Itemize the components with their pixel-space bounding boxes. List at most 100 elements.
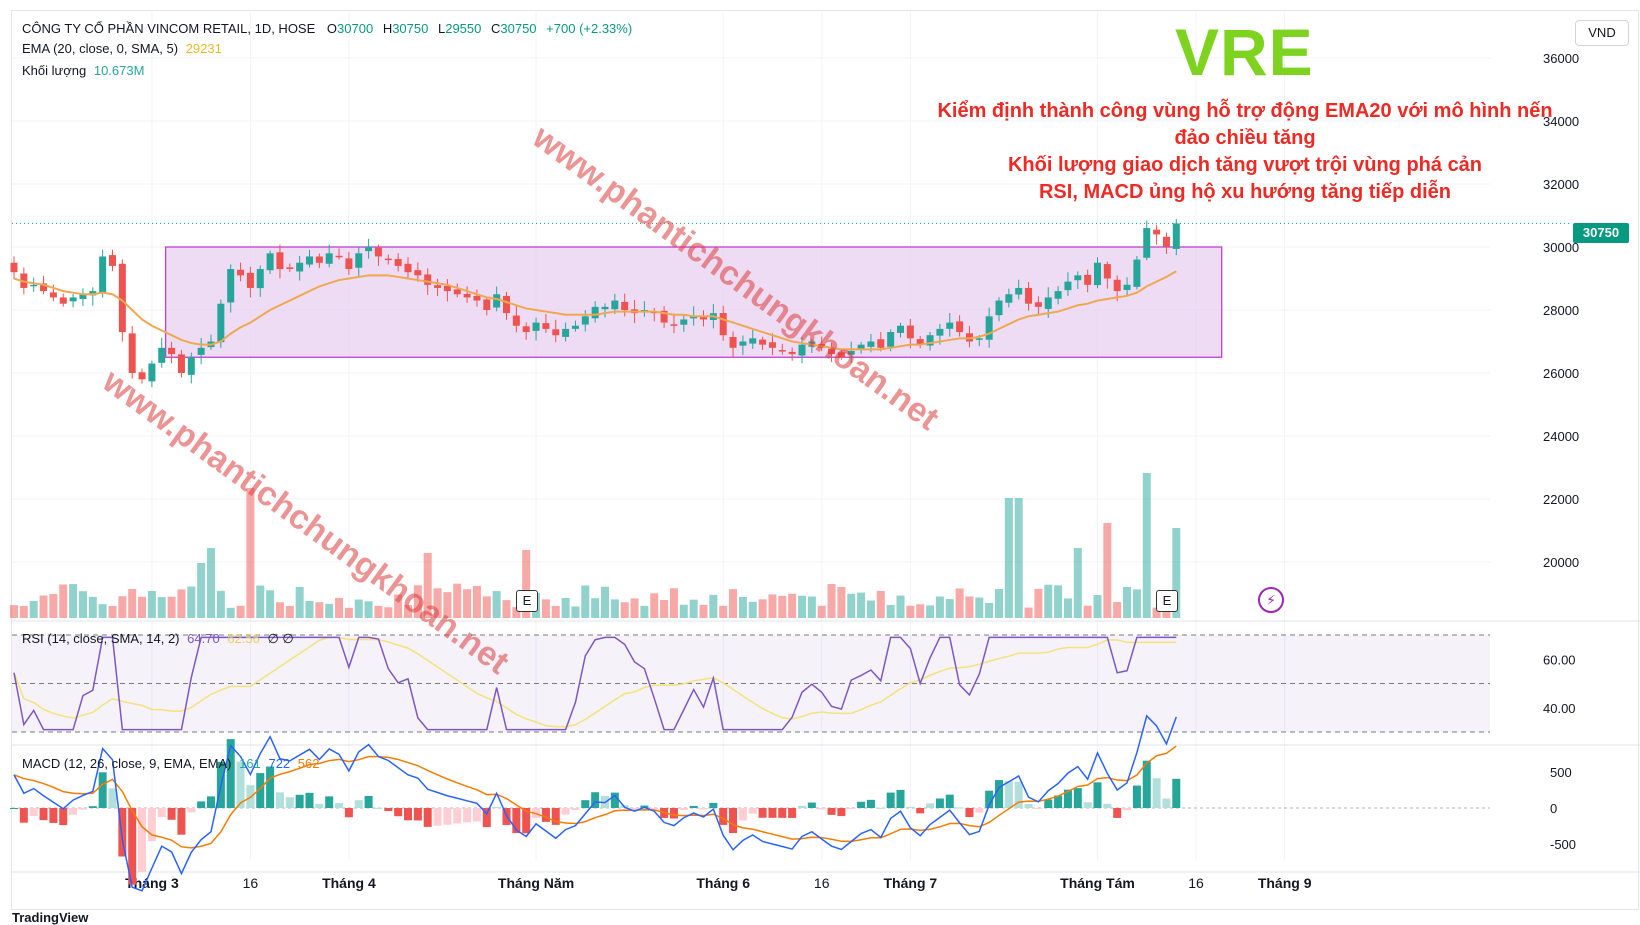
macd-histogram-bar [384,808,393,812]
volume-bar [266,590,275,618]
volume-bar [138,596,147,618]
volume-bar [640,605,649,618]
macd-histogram-bar [147,808,156,842]
macd-histogram-bar [945,794,954,808]
macd-histogram-bar [433,808,442,826]
volume-bar [1132,589,1141,618]
volume-bar [1063,598,1072,618]
candle-body [837,352,845,358]
candle-body [1123,284,1131,290]
candle-body [99,256,107,293]
macd-histogram-bar [108,788,117,808]
candle-body [611,300,619,310]
macd-histogram-bar [610,792,619,808]
volume-bar [1142,473,1151,618]
macd-histogram-bar [827,808,836,815]
macd-histogram-bar [285,797,294,808]
macd-histogram-bar [719,808,728,825]
chart-frame[interactable] [11,10,1639,910]
bolt-icon[interactable]: ⚡ [1258,587,1284,613]
candle-body [729,337,737,348]
candle-body [237,269,245,276]
macd-histogram-bar [138,808,147,873]
volume-bar [463,589,472,618]
volume-bar [305,601,314,618]
volume-bar [650,593,659,618]
macd-histogram-bar [1044,799,1053,808]
rsi-ma-value: 62.56 [227,631,260,646]
volume-bar [1093,595,1102,618]
candle-body [906,325,914,339]
volume-bar [768,594,777,618]
macd-line [13,714,1178,892]
volume-bar [817,605,826,618]
macd-histogram-bar [817,808,826,810]
macd-histogram-bar [10,808,18,809]
candle-body [1172,223,1180,249]
candle-body [847,350,855,355]
macd-histogram-bar [571,808,580,811]
volume-bar [423,553,432,618]
annotation-line-2: đảo chiều tăng [1174,127,1316,149]
volume-bar [965,596,974,618]
price-tick-label: 36000 [1543,51,1579,66]
macd-histogram-bar [157,808,166,817]
volume-bar [1054,585,1063,618]
time-axis-label: Tháng 7 [884,875,938,891]
high-value: 30750 [392,21,429,36]
macd-histogram-bar [423,808,432,827]
time-axis-label: 16 [814,875,830,891]
volume-bar [837,586,846,618]
candle-body [148,363,156,382]
macd-histogram-bar [1172,778,1181,808]
macd-histogram-bar [679,808,688,811]
candle-body [256,269,264,289]
candle-body [345,258,353,270]
volume-bar [571,606,580,618]
candle-body [168,347,176,355]
rsi-extra: ∅ ∅ [267,631,294,646]
price-tick-label: 30000 [1543,240,1579,255]
candle-body [719,313,727,336]
volume-bar [394,594,403,618]
ema-legend: EMA (20, close, 0, SMA, 5) 29231 [22,41,222,56]
earnings-badge-2[interactable]: E [1156,590,1178,612]
macd-histogram-bar [955,807,964,809]
volume-bar [108,606,117,618]
ema20-line [13,270,1177,351]
candle-body [621,301,629,310]
candle-body [296,262,304,272]
candle-body [768,342,776,348]
macd-histogram-bar [1004,781,1013,808]
volume-bar [315,602,324,618]
candle-body [1094,262,1101,286]
volume-bar [995,589,1003,618]
macd-histogram-bar [482,808,491,828]
volume-bar [522,550,531,618]
volume-bar [738,596,747,618]
macd-histogram-bar [995,780,1003,808]
volume-bar [1103,523,1112,618]
earnings-badge-1[interactable]: E [516,590,538,612]
candle-body [601,306,609,310]
candle-body [335,255,343,258]
volume-bar [896,595,905,618]
candle-body [1025,287,1033,304]
macd-histogram-bar [729,808,738,834]
candle-body [956,321,964,333]
price-tick-label: 28000 [1543,303,1579,318]
macd-histogram-bar [19,808,28,823]
candle-body [414,270,422,276]
time-axis-label: Tháng 9 [1258,875,1312,891]
volume-bar [78,591,87,618]
candle-body [79,294,87,299]
candle-body [1103,264,1111,279]
currency-button[interactable]: VND [1575,20,1629,46]
macd-histogram-bar [778,808,787,818]
volume-bar [906,605,915,618]
volume-bar [669,588,678,618]
candle-body [926,335,934,346]
rsi-tick-label: 60.00 [1543,652,1576,667]
candle-body [128,333,136,373]
